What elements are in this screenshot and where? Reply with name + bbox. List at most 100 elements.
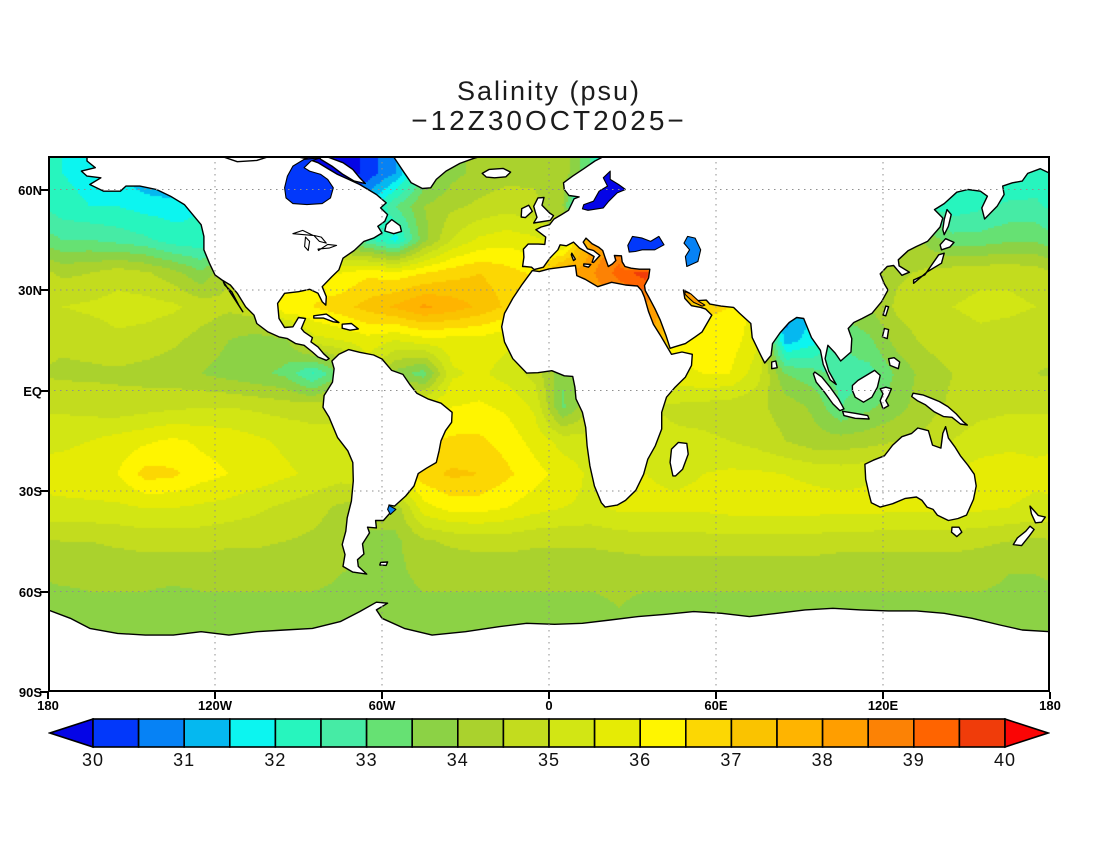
lake-outline [313,234,327,244]
lon-tick-label-180: 180 [1039,698,1061,713]
colorbar-tick-label-33: 33 [355,750,378,770]
colorbar-box [183,718,231,748]
colorbar-arrow-below-min [48,718,94,749]
baltic-sea [581,170,627,211]
lon-tick-mark [882,692,884,699]
colorbar-box [229,718,277,748]
black-sea [627,235,665,253]
colorbar-tick-label-34: 34 [446,750,469,770]
landmass-outline [887,357,901,370]
colorbar-box [137,718,185,748]
landmass-outline [80,156,389,361]
landmass-outline [570,252,577,262]
landmass-outline [392,156,483,190]
colorbar-box [958,718,1006,748]
colorbar-box [548,718,596,748]
landmass-outline [864,426,977,522]
colorbar-box [776,718,824,748]
landmass-outline [882,305,890,317]
lon-tick-label-60w: 60W [368,698,396,713]
lake-outline [304,236,311,252]
colorbar-tick-label-37: 37 [720,750,743,770]
lat-tick-label-60n: 60N [18,182,42,198]
colorbar-box [593,718,641,748]
colorbar-tick-label-36: 36 [629,750,652,770]
landmass-outline [481,167,512,179]
lat-tick-label-90s: 90S [18,685,42,700]
lat-tick-mark [40,389,48,392]
lon-tick-mark [1049,692,1051,699]
plot-title: Salinity (psu) [456,76,642,106]
colorbar-box [821,718,869,748]
landmass-outline [341,322,359,331]
colorbar-box [411,718,459,748]
colorbar-box [730,718,778,748]
lat-tick-label-30s: 30S [18,484,42,499]
lat-tick-mark [40,188,48,191]
colorbar-tick-label-39: 39 [902,750,925,770]
colorbar-box [502,718,550,748]
landmass-outline [771,360,778,370]
colorbar-box [365,718,414,748]
colorbar-box [274,718,322,748]
lon-tick-label-120w: 120W [198,698,232,713]
lon-tick-label-180: 180 [37,698,59,713]
lon-tick-mark [47,692,49,699]
lat-tick-label-30n: 30N [18,283,42,298]
lon-tick-label-120e: 120E [867,698,899,713]
lat-tick-label-60s: 60S [18,584,42,600]
caspian-sea [683,235,702,268]
landmass-outline [881,327,890,340]
colorbar-box [867,718,915,748]
landmass-outline [939,238,955,251]
lake-outline [317,243,338,252]
landmass-outline [1012,525,1035,547]
colorbar-tick-label-31: 31 [173,750,196,770]
colorbar [48,718,1050,749]
colorbar-box [320,718,368,748]
colorbar-box [92,718,140,748]
landmass-outline [950,526,963,538]
landmass-outline [669,441,689,477]
lon-tick-mark [715,692,717,699]
landmass-outline [812,371,845,412]
lat-tick-mark [40,590,48,593]
lon-tick-mark [214,692,216,699]
plot-title-block: Salinity (psu) −12Z30OCT2025− [48,76,1050,136]
landmass-outline [851,369,881,403]
lat-tick-mark [40,490,48,492]
landmass-outline [533,196,555,224]
landmass-outline [583,263,592,268]
la-plata-plume [387,504,397,515]
colorbar-tick-label-32: 32 [264,750,287,770]
map-frame [48,156,1050,692]
landmass-outline [222,280,244,313]
colorbar-tick-label-35: 35 [537,750,561,770]
landmass-outline [912,252,945,284]
colorbar-tick-label-38: 38 [811,750,834,770]
colorbar-tick-label-40: 40 [993,750,1017,770]
landmass-outline [379,561,389,567]
lon-tick-label-60e: 60E [704,698,728,713]
lon-tick-mark [381,692,383,699]
map-border [48,156,1050,692]
colorbar-box [684,718,733,748]
colorbar-box [639,718,687,748]
landmass-outline [384,218,403,235]
lake-outline [292,229,314,236]
landmass-outline [879,386,893,410]
lon-tick-label-0: 0 [545,698,553,713]
colorbar-arrow-above-max [1004,718,1050,749]
landmass-outline [520,204,533,219]
colorbar-box [912,718,961,748]
lon-tick-mark [548,692,550,699]
lat-tick-label-eq: EQ [23,383,42,399]
colorbar-tick-label-30: 30 [81,750,105,770]
lat-tick-mark [40,289,48,291]
landmass-outline [841,410,870,420]
landmass-outline [501,264,693,508]
landmass-outline [521,156,1050,386]
landmass-outline [911,392,968,426]
landmass-outline [942,208,952,236]
